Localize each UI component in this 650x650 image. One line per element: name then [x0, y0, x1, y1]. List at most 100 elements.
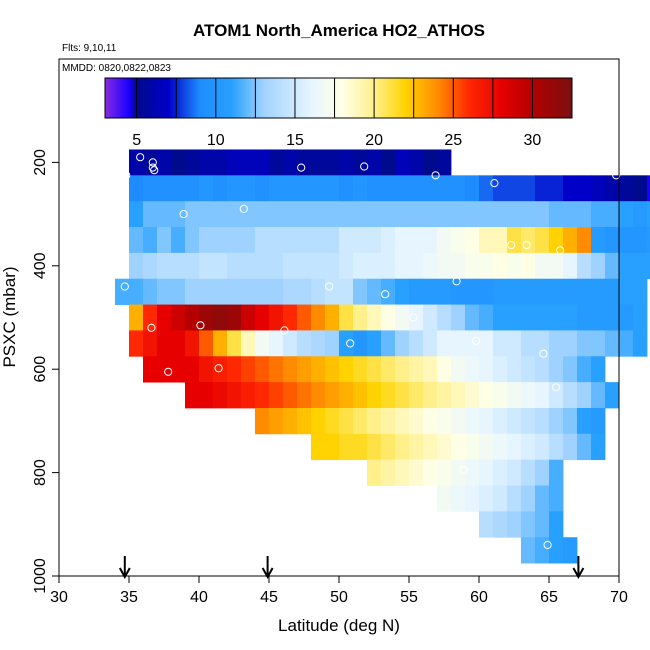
heatmap-cell — [185, 356, 200, 383]
heatmap-cell — [367, 356, 382, 383]
heatmap-cell — [647, 175, 650, 202]
heatmap-cell — [591, 433, 606, 461]
heatmap-cell — [311, 433, 326, 461]
heatmap-cell — [199, 330, 214, 357]
heatmap-cell — [605, 227, 620, 254]
heatmap-cell — [129, 278, 144, 305]
heatmap-cell — [493, 459, 508, 486]
heatmap-cell — [283, 252, 298, 280]
y-tick-label: 800 — [32, 459, 49, 486]
heatmap-cell — [115, 278, 130, 305]
heatmap-cell — [129, 227, 144, 254]
y-tick-label: 600 — [32, 356, 49, 383]
heatmap-cell — [591, 330, 606, 357]
heatmap-cell — [157, 304, 172, 331]
heatmap-cell — [185, 175, 200, 202]
heatmap-cell — [507, 433, 522, 461]
flight-point — [148, 158, 157, 167]
heatmap-cell — [241, 227, 256, 254]
heatmap-cell — [283, 149, 298, 176]
heatmap-cell — [437, 407, 452, 435]
heatmap-cell — [143, 278, 158, 305]
heatmap-cell — [633, 201, 648, 228]
heatmap-cell — [479, 201, 494, 228]
heatmap-cell — [437, 252, 452, 280]
heatmap-cell — [423, 201, 438, 228]
heatmap-cell — [143, 227, 158, 254]
dates-note: MMDD: 0820,0822,0823 — [62, 63, 171, 74]
heatmap-cell — [241, 356, 256, 383]
heatmap-cell — [227, 382, 242, 409]
heatmap-cell — [563, 407, 578, 435]
heatmap-cell — [227, 201, 242, 228]
heatmap-cell — [423, 175, 438, 202]
heatmap-cell — [409, 175, 424, 202]
heatmap-cell — [395, 201, 410, 228]
heatmap-cell — [409, 356, 424, 383]
heatmap-cell — [479, 356, 494, 383]
heatmap-cell — [451, 330, 466, 357]
heatmap-cell — [395, 175, 410, 202]
heatmap-cell — [451, 201, 466, 228]
heatmap-cell — [311, 252, 326, 280]
heatmap-cell — [367, 149, 382, 176]
flight-point — [472, 336, 481, 345]
heatmap-cell — [507, 459, 522, 486]
heatmap-cell — [213, 278, 228, 305]
heatmap-cell — [367, 252, 382, 280]
heatmap-cell — [437, 149, 452, 176]
heatmap-cell — [633, 278, 648, 305]
heatmap-cell — [591, 382, 606, 409]
heatmap-cell — [311, 356, 326, 383]
heatmap-cell — [227, 356, 242, 383]
flight-point — [120, 282, 129, 291]
heatmap-cell — [479, 227, 494, 254]
heatmap-cell — [647, 252, 650, 280]
heatmap-cell — [311, 382, 326, 409]
heatmap-cell — [437, 382, 452, 409]
heatmap-cell — [493, 485, 508, 512]
heatmap-cell — [199, 149, 214, 176]
heatmap-cell — [185, 149, 200, 176]
heatmap-cell — [381, 433, 396, 461]
heatmap-cell — [227, 149, 242, 176]
heatmap-cell — [409, 382, 424, 409]
heatmap-cell — [381, 382, 396, 409]
heatmap-cell — [255, 356, 270, 383]
flight-point — [551, 383, 561, 392]
heatmap-cell — [395, 149, 410, 176]
heatmap-cell — [633, 304, 648, 331]
heatmap-cell — [633, 330, 648, 357]
x-tick-label: 55 — [400, 589, 418, 606]
heatmap-cell — [451, 278, 466, 305]
heatmap-cell — [297, 330, 312, 357]
heatmap-cell — [437, 433, 452, 461]
heatmap-cell — [507, 407, 522, 435]
flight-point — [214, 364, 223, 373]
heatmap-cell — [157, 227, 172, 254]
flight-point — [239, 204, 248, 213]
heatmap-cell — [521, 382, 536, 409]
heatmap-cell — [507, 252, 522, 280]
heatmap-cell — [283, 407, 298, 435]
heatmap-cell — [535, 252, 550, 280]
heatmap-cell — [353, 252, 368, 280]
heatmap-cell — [199, 382, 214, 409]
heatmap-cell — [129, 175, 144, 202]
heatmap-cell — [353, 149, 368, 176]
heatmap-cell — [619, 252, 634, 280]
x-tick-label: 45 — [260, 589, 278, 606]
heatmap-cell — [339, 356, 354, 383]
heatmap-cell — [297, 175, 312, 202]
heatmap-cell — [507, 304, 522, 331]
heatmap-cell — [171, 304, 186, 331]
heatmap-cell — [269, 175, 284, 202]
heatmap-cell — [339, 175, 354, 202]
heatmap-cell — [591, 356, 606, 383]
heatmap-cell — [311, 330, 326, 357]
heatmap-cell — [255, 149, 270, 176]
heatmap-cell — [381, 407, 396, 435]
flight-arrow — [118, 556, 131, 580]
flight-point — [360, 162, 369, 171]
heatmap-cell — [353, 201, 368, 228]
